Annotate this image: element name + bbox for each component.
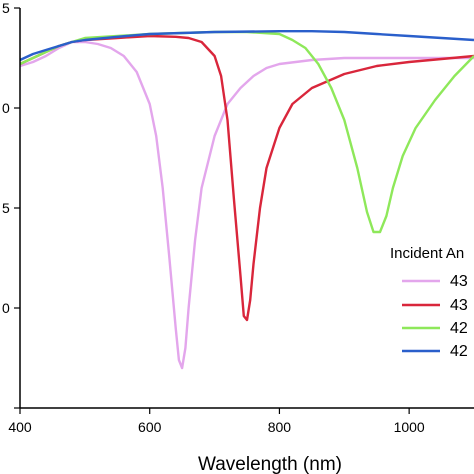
y-tick-label: 5 [2,0,10,16]
y-tick-label: 5 [2,200,10,216]
x-axis-title: Wavelength (nm) [198,454,342,474]
series-line-1 [20,40,474,370]
legend-items: 43 43 42 42 [402,273,468,360]
legend-label: 43 [450,273,468,290]
legend-label: 42 [450,343,468,360]
y-tick-label: 0 [2,300,10,316]
legend-title: Incident An [390,245,464,262]
series-layer [20,30,474,370]
x-ticks: 400 600 800 1000 [8,408,425,435]
legend: Incident An 43 43 42 42 [390,245,468,360]
y-tick-label: 0 [2,100,10,116]
legend-label: 42 [450,320,468,337]
x-tick-label: 600 [138,419,162,435]
x-tick-label: 1000 [394,419,425,435]
y-ticks: 5 0 5 0 [2,0,20,409]
series-line-4 [20,30,474,62]
series-line-2 [20,34,474,322]
x-tick-label: 800 [268,419,292,435]
x-tick-label: 400 [8,419,32,435]
legend-label: 43 [450,297,468,314]
